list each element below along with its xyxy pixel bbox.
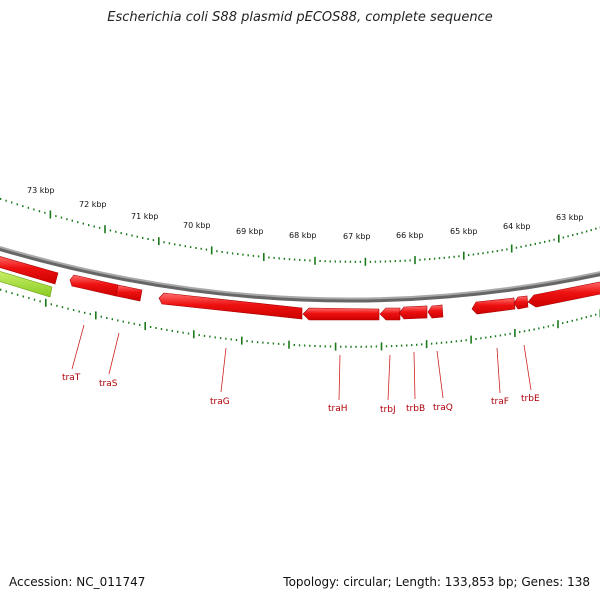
kbp-label: 67 kbp [343,232,371,241]
kbp-label: 70 kbp [183,221,211,230]
green-feature [0,271,53,298]
kbp-label: 65 kbp [450,227,478,236]
gene-label-tras: traS [99,379,118,389]
gene-label-trbb: trbB [406,404,425,414]
gene-arrow [513,295,529,310]
gene-arrow [0,256,59,285]
kbp-label: 68 kbp [289,231,317,240]
topology-summary: Topology: circular; Length: 133,853 bp; … [283,575,590,589]
gene-arrow [471,297,516,315]
kbp-label: 73 kbp [27,186,55,195]
gene-label-trbj: trbJ [380,405,396,415]
gene-label-traf: traF [491,397,509,407]
backbone-arc-shadow [0,246,600,303]
map-title: Escherichia coli S88 plasmid pECOS88, co… [107,10,493,25]
gene-label-traq: traQ [433,403,453,413]
gene-arrow [398,305,428,320]
backbone-arc [0,245,600,300]
gene-arrows [0,256,600,321]
gene-arrow [115,284,143,302]
outer-tick-arc [0,197,600,266]
gene-arrow [527,281,600,308]
kbp-label: 72 kbp [79,200,107,209]
kbp-label: 69 kbp [236,227,264,236]
kbp-labels: 73 kbp 72 kbp 71 kbp 70 kbp 69 kbp 68 kb… [27,186,584,241]
gene-arrow [379,307,401,321]
gene-label-lines [71,324,532,401]
gene-label-trat: traT [62,373,81,383]
gene-arrow [158,292,303,320]
gene-arrow [69,274,119,297]
gene-labels: traT traS traG traH trbJ trbB traQ traF … [62,373,540,415]
accession-text: Accession: NC_011747 [9,575,146,589]
gene-label-trah: traH [328,404,348,414]
gene-arrow [302,307,380,321]
kbp-label: 71 kbp [131,212,159,221]
gene-label-trbe: trbE [521,394,540,404]
inner-tick-arc [0,288,600,351]
kbp-label: 66 kbp [396,231,424,240]
gene-arrow [427,304,444,319]
gene-label-trag: traG [210,397,230,407]
kbp-label: 64 kbp [503,222,531,231]
kbp-label: 63 kbp [556,213,584,222]
